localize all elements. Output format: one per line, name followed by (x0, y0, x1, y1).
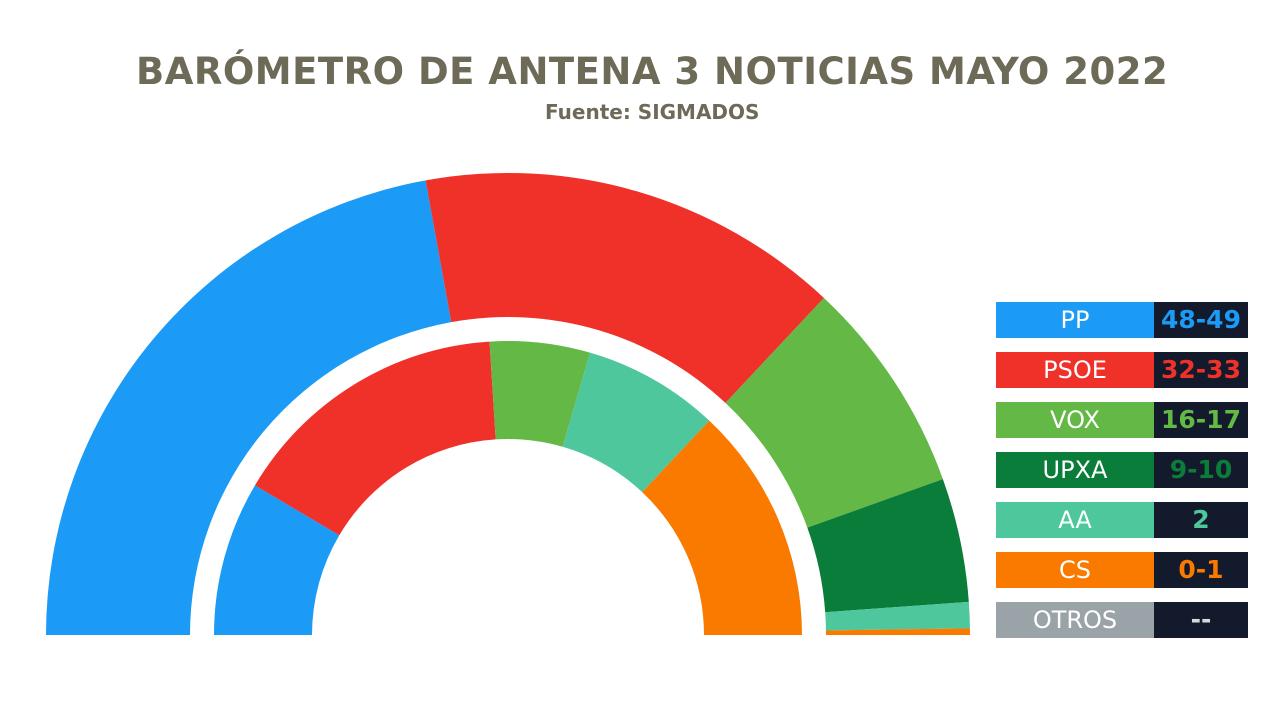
outer-slice-aa (825, 601, 970, 631)
legend-seats-value: -- (1154, 602, 1248, 638)
legend-party-label: VOX (996, 402, 1154, 438)
outer-slice-cs (825, 628, 970, 635)
legend-seats-value: 9-10 (1154, 452, 1248, 488)
legend-seats-value: 48-49 (1154, 302, 1248, 338)
inner-slice-cs (642, 420, 802, 635)
legend-row-otros: OTROS -- (996, 602, 1248, 638)
legend-row-cs: CS 0-1 (996, 552, 1248, 588)
legend-seats-value: 2 (1154, 502, 1248, 538)
legend-party-label: PP (996, 302, 1154, 338)
legend-seats-value: 0-1 (1154, 552, 1248, 588)
inner-slice-aa (562, 352, 710, 493)
legend-row-vox: VOX 16-17 (996, 402, 1248, 438)
chart-title: BARÓMETRO DE ANTENA 3 NOTICIAS MAYO 2022 (136, 50, 1169, 93)
legend: PP 48-49 PSOE 32-33 VOX 16-17 UPXA 9-10 AA 2 CS 0-1… (996, 302, 1248, 652)
legend-party-label: AA (996, 502, 1154, 538)
outer-slice-pp (46, 180, 452, 635)
legend-row-upxa: UPXA 9-10 (996, 452, 1248, 488)
legend-row-pp: PP 48-49 (996, 302, 1248, 338)
legend-party-label: CS (996, 552, 1154, 588)
inner-slice-vox (489, 341, 591, 447)
outer-ring (46, 172, 970, 635)
legend-seats-value: 32-33 (1154, 352, 1248, 388)
inner-slice-pp (214, 485, 340, 635)
inner-ring (214, 341, 802, 635)
chart-subtitle: Fuente: SIGMADOS (545, 100, 760, 124)
outer-slice-psoe (425, 172, 824, 404)
legend-party-label: OTROS (996, 602, 1154, 638)
outer-slice-vox (725, 297, 943, 528)
legend-party-label: UPXA (996, 452, 1154, 488)
outer-slice-upxa (807, 479, 969, 613)
legend-party-label: PSOE (996, 352, 1154, 388)
inner-slice-psoe (254, 341, 496, 536)
legend-row-psoe: PSOE 32-33 (996, 352, 1248, 388)
hemicycle-chart (46, 172, 970, 635)
legend-row-aa: AA 2 (996, 502, 1248, 538)
legend-seats-value: 16-17 (1154, 402, 1248, 438)
